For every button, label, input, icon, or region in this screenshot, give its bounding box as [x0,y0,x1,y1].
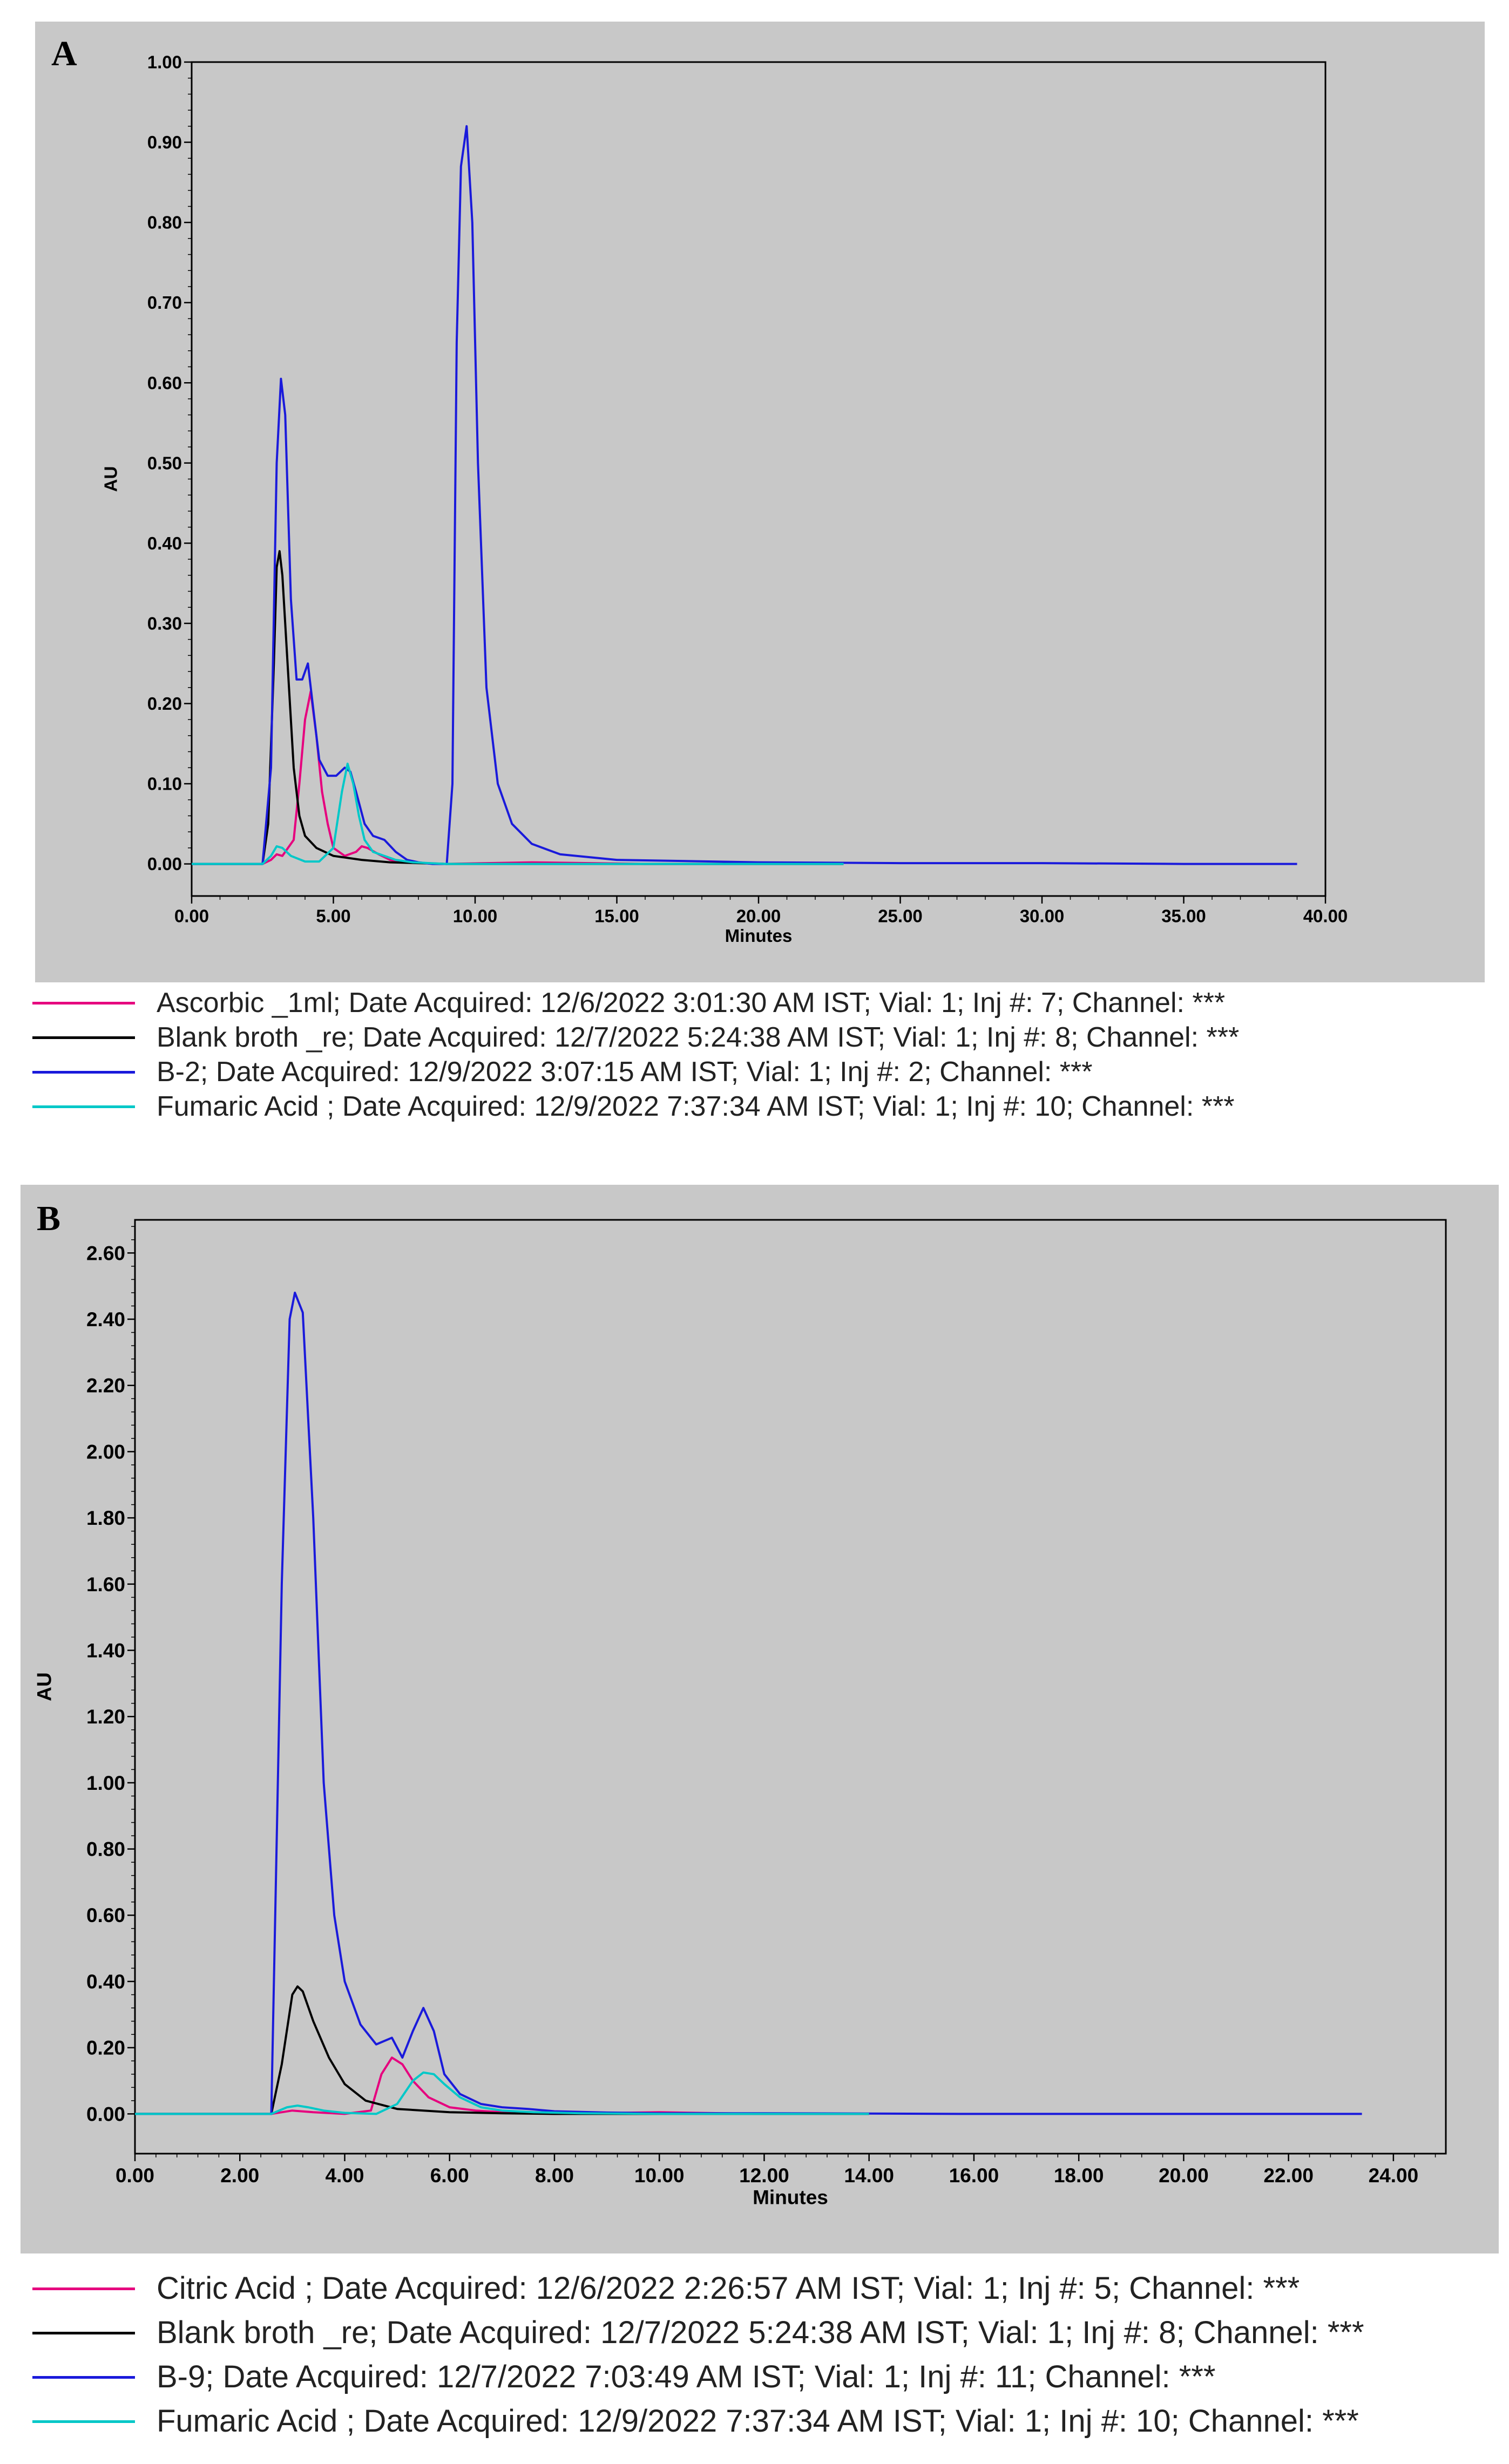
series-line-1 [135,1985,869,2115]
x-tick-label: 10.00 [634,2164,685,2187]
x-tick-label: 25.00 [878,906,923,926]
x-tick-label: 12.00 [739,2164,789,2187]
legend-label-fumaric: Fumaric Acid ; Date Acquired: 12/9/2022 … [157,2404,1359,2439]
y-tick-label: 2.00 [86,1441,125,1463]
x-tick-label: 30.00 [1020,906,1065,926]
x-tick-label: 16.00 [949,2164,999,2187]
legend-label-blank-broth: Blank broth _re; Date Acquired: 12/7/202… [157,2315,1364,2350]
y-tick-label: 1.20 [86,1706,125,1728]
x-tick-label: 35.00 [1161,906,1206,926]
x-tick-label: 24.00 [1369,2164,1419,2187]
y-tick-label: 1.60 [86,1573,125,1596]
plot-frame [191,61,1327,897]
y-axis-label: AU [33,1672,56,1701]
x-tick-label: 10.00 [453,906,498,926]
series-line-2 [192,125,1297,865]
x-tick-label: 0.00 [116,2164,154,2187]
y-tick-label: 0.50 [147,453,182,473]
plot-frame [134,1219,1447,2155]
y-tick-label: 0.30 [147,613,182,633]
legend-swatch-fumaric [32,1105,135,1108]
chart-panel-b: B 0.00 0.20 0.40 0.60 0.80 1.00 1.20 1.40 1.60 1.… [21,1185,1499,2253]
y-tick-label: 0.90 [147,132,182,152]
y-tick-label: 1.80 [86,1507,125,1529]
series-line-3 [192,762,844,865]
y-tick-label: 0.70 [147,293,182,313]
legend-label-blank-broth: Blank broth _re; Date Acquired: 12/7/202… [157,1022,1240,1053]
y-tick-label: 2.40 [86,1308,125,1331]
x-tick-label: 18.00 [1054,2164,1104,2187]
panel-label-a: A [51,34,77,73]
y-tick-label: 1.40 [86,1639,125,1661]
legend-label-ascorbic: Ascorbic _1ml; Date Acquired: 12/6/2022 … [157,987,1226,1019]
x-tick-label: 5.00 [316,906,350,926]
panel-label-b: B [37,1199,61,1238]
y-tick-label: 0.60 [147,373,182,393]
series-line-2 [135,1292,1362,2115]
legend-swatch-blank-broth [32,2332,135,2334]
y-tick-label: 0.40 [86,1971,125,1993]
x-tick-label: 6.00 [430,2164,469,2187]
x-axis-label: Minutes [753,2187,828,2209]
y-tick-label: 0.20 [147,694,182,714]
legend-swatch-citric [32,2287,135,2290]
legend-label-citric: Citric Acid ; Date Acquired: 12/6/2022 2… [157,2271,1300,2306]
legend-label-b9: B-9; Date Acquired: 12/7/2022 7:03:49 AM… [157,2359,1216,2394]
y-tick-label: 1.00 [147,52,182,72]
legend-swatch-b2 [32,1071,135,1074]
x-tick-label: 20.00 [736,906,781,926]
series-line-1 [192,550,844,865]
y-tick-label: 0.80 [86,1838,125,1861]
chart-panel-a: A 0.00 0.10 0.20 0.30 0.40 0.50 0.60 0.70 0.80 0.… [35,22,1485,982]
x-axis-label: Minutes [725,926,793,946]
y-tick-label: 0.60 [86,1904,125,1926]
legend-swatch-b9 [32,2376,135,2379]
legend-swatch-ascorbic [32,1002,135,1004]
y-tick-label: 2.20 [86,1375,125,1397]
series-line-3 [135,2071,869,2115]
legend-label-b2: B-2; Date Acquired: 12/9/2022 3:07:15 AM… [157,1056,1093,1088]
y-tick-label: 0.20 [86,2037,125,2059]
series-line-0 [135,2056,869,2115]
y-tick-label: 1.00 [86,1772,125,1794]
series-line-0 [192,690,844,865]
y-tick-label: 0.00 [86,2103,125,2125]
y-tick-label: 0.40 [147,533,182,553]
legend-label-fumaric: Fumaric Acid ; Date Acquired: 12/9/2022 … [157,1091,1235,1122]
chromatogram-a: 0.00 0.10 0.20 0.30 0.40 0.50 0.60 0.70 0.80 0.90… [100,52,1348,946]
legend-swatch-blank-broth [32,1036,135,1039]
chromatogram-b: 0.00 0.20 0.40 0.60 0.80 1.00 1.20 1.40 1.60 1.80… [33,1219,1447,2209]
y-tick-label: 2.60 [86,1242,125,1264]
y-tick-label: 0.00 [147,854,182,874]
x-tick-label: 15.00 [594,906,639,926]
y-axis-label: AU [100,466,120,492]
x-tick-label: 22.00 [1263,2164,1314,2187]
y-tick-label: 0.80 [147,213,182,233]
x-tick-label: 14.00 [844,2164,894,2187]
x-tick-label: 4.00 [325,2164,364,2187]
legend-swatch-fumaric [32,2420,135,2423]
x-tick-label: 0.00 [174,906,209,926]
x-tick-label: 8.00 [535,2164,574,2187]
x-tick-label: 40.00 [1303,906,1348,926]
y-tick-label: 0.10 [147,774,182,794]
x-tick-label: 20.00 [1159,2164,1209,2187]
x-tick-label: 2.00 [220,2164,259,2187]
